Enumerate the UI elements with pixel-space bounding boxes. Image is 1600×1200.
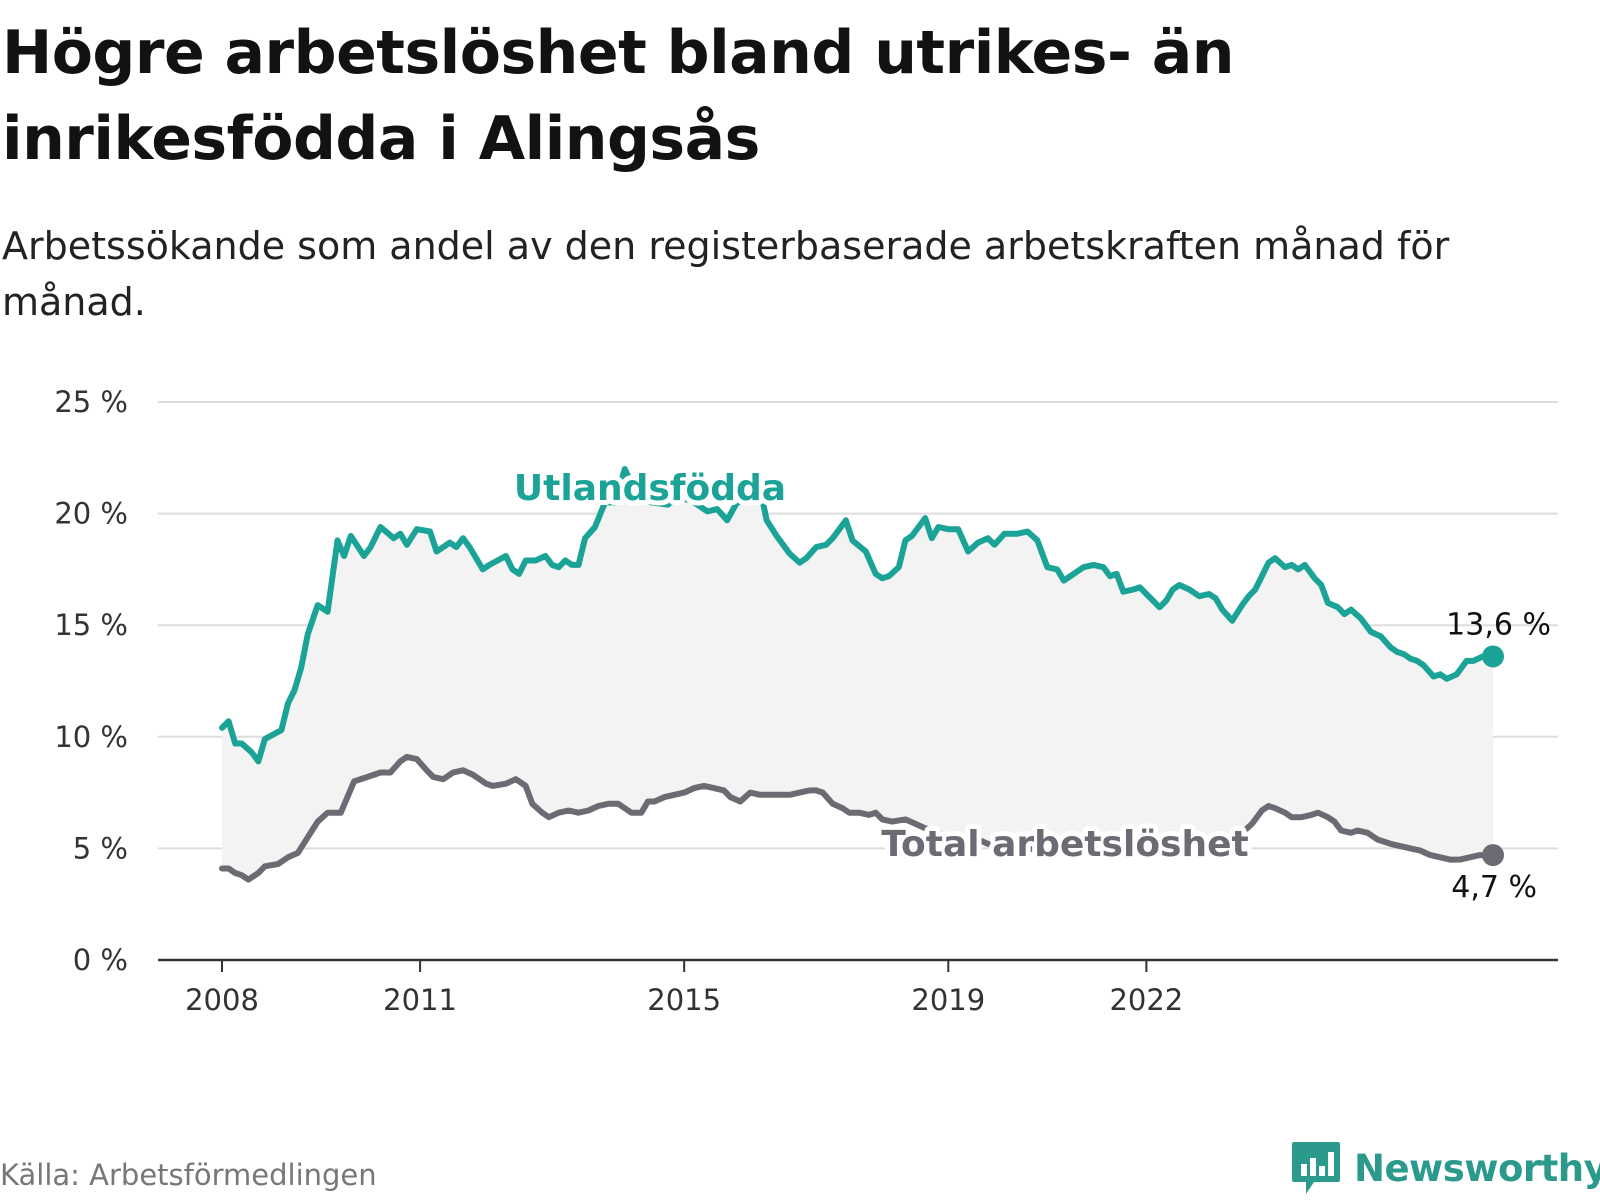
series-label-total: Total arbetslöshet (881, 824, 1249, 865)
gap-band (222, 469, 1493, 880)
y-tick-label: 15 % (54, 608, 128, 642)
brand[interactable]: Newsworthy (1290, 1138, 1600, 1198)
x-tick-label: 2019 (911, 983, 985, 1017)
source-note: Källa: Arbetsförmedlingen (0, 1158, 377, 1192)
y-tick-label: 25 % (54, 385, 128, 419)
series-line-utlandsfodda (219, 466, 1496, 765)
x-tick-label: 2015 (647, 983, 721, 1017)
labels: 0 % 5 % 10 % 15 % 20 % 25 % 2008 2011 2015 2019 20… (54, 385, 1551, 1017)
end-point-total (1482, 844, 1504, 867)
chart-subtitle: Arbetssökande som andel av den registerb… (2, 224, 1450, 324)
axes (158, 958, 1558, 972)
y-tick-label: 5 % (73, 831, 128, 865)
x-tick-label: 2011 (383, 983, 457, 1017)
x-tick-label: 2022 (1109, 983, 1183, 1017)
series-line-total (219, 753, 1496, 883)
y-tick-label: 20 % (54, 497, 128, 531)
gap-area (222, 469, 1493, 880)
line-chart: 0 % 5 % 10 % 15 % 20 % 25 % 2008 2011 2015 2019 20… (54, 385, 1558, 1017)
y-tick-label: 0 % (73, 943, 128, 977)
end-label-total: 4,7 % (1451, 870, 1537, 905)
end-label-utlandsfodda: 13,6 % (1446, 607, 1551, 642)
newsworthy-logo-icon (1292, 1142, 1340, 1194)
y-tick-label: 10 % (54, 720, 128, 754)
brand-name: Newsworthy (1354, 1146, 1600, 1190)
x-tick-label: 2008 (185, 983, 259, 1017)
end-point-utlandsfodda (1482, 645, 1504, 668)
series-lines (219, 466, 1504, 883)
chart-title: Högre arbetslöshet bland utrikes- än inr… (2, 18, 1234, 174)
series-label-utlandsfodda: Utlandsfödda (514, 468, 786, 509)
